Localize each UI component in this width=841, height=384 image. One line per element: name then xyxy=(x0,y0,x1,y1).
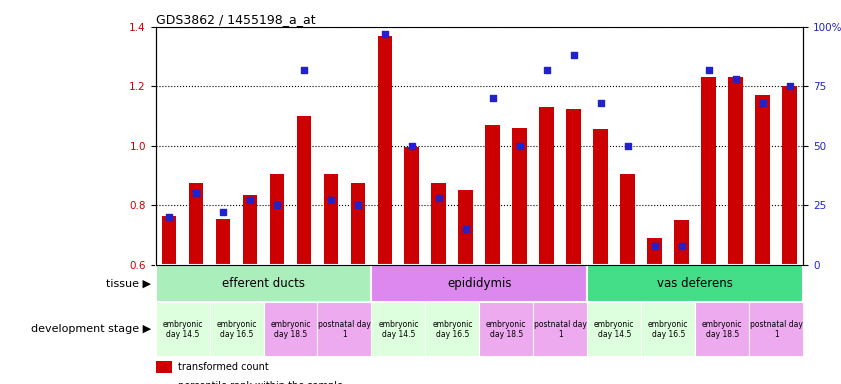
Bar xyxy=(372,302,426,356)
Bar xyxy=(755,95,770,265)
Point xyxy=(783,83,796,89)
Bar xyxy=(587,265,803,302)
Bar xyxy=(431,183,447,265)
Point xyxy=(297,66,310,73)
Bar xyxy=(215,218,230,265)
Bar xyxy=(696,302,749,356)
Text: embryonic
day 18.5: embryonic day 18.5 xyxy=(270,319,310,339)
Text: embryonic
day 18.5: embryonic day 18.5 xyxy=(702,319,743,339)
Bar xyxy=(701,78,717,265)
Bar xyxy=(458,190,473,265)
Point xyxy=(459,226,473,232)
Text: percentile rank within the sample: percentile rank within the sample xyxy=(178,381,343,384)
Bar xyxy=(263,302,317,356)
Bar xyxy=(161,216,177,265)
Text: GDS3862 / 1455198_a_at: GDS3862 / 1455198_a_at xyxy=(156,13,315,26)
Point xyxy=(702,66,716,73)
Bar xyxy=(674,220,689,265)
Point xyxy=(675,243,689,249)
Bar xyxy=(648,238,662,265)
Text: embryonic
day 16.5: embryonic day 16.5 xyxy=(216,319,257,339)
Text: vas deferens: vas deferens xyxy=(658,277,733,290)
Point xyxy=(540,66,553,73)
Text: transformed count: transformed count xyxy=(178,362,269,372)
Text: embryonic
day 16.5: embryonic day 16.5 xyxy=(432,319,473,339)
Bar xyxy=(539,107,554,265)
Bar xyxy=(405,147,420,265)
Bar xyxy=(156,265,372,302)
Point xyxy=(567,52,580,58)
Text: postnatal day
1: postnatal day 1 xyxy=(749,319,802,339)
Text: embryonic
day 14.5: embryonic day 14.5 xyxy=(594,319,634,339)
Point xyxy=(270,202,283,208)
Bar xyxy=(378,36,393,265)
Text: postnatal day
1: postnatal day 1 xyxy=(318,319,371,339)
Text: embryonic
day 16.5: embryonic day 16.5 xyxy=(648,319,689,339)
Bar xyxy=(485,125,500,265)
Bar xyxy=(479,302,533,356)
Bar xyxy=(512,128,527,265)
Point xyxy=(486,95,500,101)
Text: embryonic
day 18.5: embryonic day 18.5 xyxy=(486,319,526,339)
Bar xyxy=(270,174,284,265)
Point xyxy=(352,202,365,208)
Point xyxy=(162,214,176,220)
Bar xyxy=(156,302,209,356)
Bar xyxy=(351,183,365,265)
Point xyxy=(405,143,419,149)
Point xyxy=(243,197,257,204)
Bar xyxy=(372,265,587,302)
Text: efferent ducts: efferent ducts xyxy=(222,277,305,290)
Point xyxy=(729,76,743,82)
Bar xyxy=(156,380,172,384)
Text: embryonic
day 14.5: embryonic day 14.5 xyxy=(378,319,419,339)
Point xyxy=(594,100,607,106)
Bar xyxy=(782,86,797,265)
Point xyxy=(189,190,203,196)
Point xyxy=(216,209,230,215)
Text: postnatal day
1: postnatal day 1 xyxy=(534,319,587,339)
Bar xyxy=(533,302,587,356)
Text: embryonic
day 14.5: embryonic day 14.5 xyxy=(162,319,203,339)
Bar xyxy=(156,361,172,373)
Bar xyxy=(297,116,311,265)
Bar xyxy=(728,78,743,265)
Point xyxy=(378,31,392,37)
Bar xyxy=(188,183,204,265)
Point xyxy=(621,143,634,149)
Bar xyxy=(566,109,581,265)
Bar xyxy=(318,302,372,356)
Point xyxy=(756,100,770,106)
Bar xyxy=(594,129,608,265)
Point xyxy=(513,143,526,149)
Bar xyxy=(324,174,338,265)
Bar xyxy=(426,302,479,356)
Bar xyxy=(621,174,635,265)
Bar xyxy=(209,302,263,356)
Bar xyxy=(749,302,803,356)
Text: tissue ▶: tissue ▶ xyxy=(106,278,151,288)
Bar xyxy=(242,195,257,265)
Bar xyxy=(587,302,641,356)
Text: epididymis: epididymis xyxy=(447,277,511,290)
Point xyxy=(432,195,446,201)
Text: development stage ▶: development stage ▶ xyxy=(31,324,151,334)
Point xyxy=(325,197,338,204)
Point xyxy=(648,243,662,249)
Bar xyxy=(641,302,696,356)
